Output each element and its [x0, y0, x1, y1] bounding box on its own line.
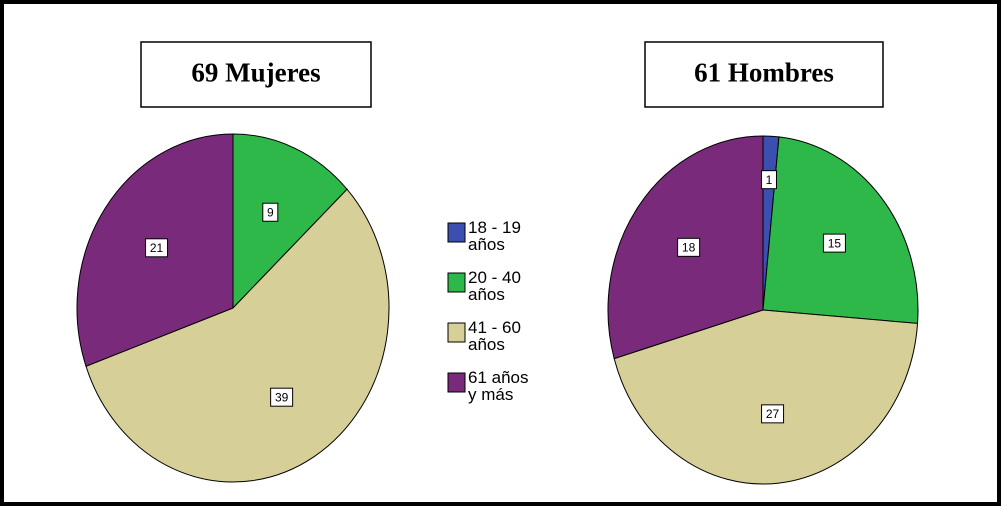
chart-title: 61 Hombres: [694, 58, 834, 88]
legend-label: 61 años y más: [468, 368, 529, 404]
legend-swatch: [447, 322, 466, 343]
pie-slice: [232, 133, 348, 310]
value-label-box: [761, 404, 785, 424]
value-label: 15: [828, 236, 842, 250]
pie-slice: [762, 136, 919, 324]
value-label: 21: [150, 241, 164, 255]
pie-slice: [85, 188, 390, 483]
legend-label: 18 - 19 años: [468, 218, 521, 254]
value-label-box: [760, 170, 777, 190]
value-label: 9: [267, 205, 274, 219]
title-box: [644, 41, 884, 108]
value-label: 18: [682, 241, 696, 255]
legend-swatch: [447, 372, 466, 393]
value-label: 39: [275, 390, 289, 404]
value-label: 1: [766, 173, 773, 187]
value-label-box: [822, 233, 846, 253]
legend-label: 20 - 40 años: [468, 268, 521, 304]
value-label-box: [145, 238, 169, 258]
legend-label: 41 - 60 años: [468, 318, 521, 354]
pie-slice: [613, 309, 919, 485]
legend-swatch: [447, 272, 466, 293]
value-label-box: [270, 387, 294, 407]
legend-swatch: [447, 222, 466, 243]
value-label: 27: [766, 407, 780, 421]
value-label-box: [677, 237, 701, 257]
chart-title: 69 Mujeres: [191, 58, 320, 88]
title-box: [140, 41, 372, 108]
value-label-box: [262, 202, 279, 222]
